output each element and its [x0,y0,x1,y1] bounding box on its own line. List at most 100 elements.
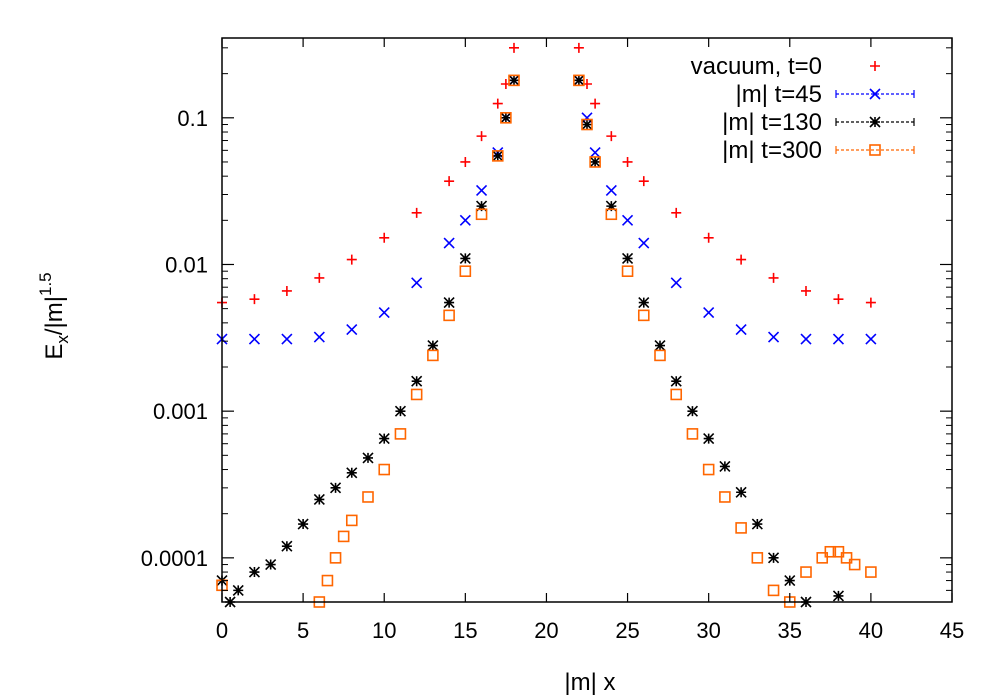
plus-marker [870,61,880,71]
data-point [475,208,488,221]
data-point [622,156,633,167]
star-marker [573,74,585,86]
data-point [249,294,260,305]
data-point [443,297,455,309]
star-marker [329,482,342,494]
data-point [459,265,472,277]
data-point [865,297,876,308]
star-marker [508,74,520,86]
data-point [346,467,358,479]
data-point [573,74,585,86]
data-point [460,156,471,167]
data-point [670,277,682,289]
data-point [605,200,617,212]
x-marker [670,277,682,289]
y-axis-title: Ex/|m|1.5 [36,272,72,359]
x-marker [443,237,455,249]
x-marker [832,333,845,345]
data-point [321,574,334,587]
plus-marker [492,98,503,109]
x-tick-label: 20 [534,618,558,643]
data-point [475,184,488,196]
square-marker [621,265,634,277]
plus-marker [444,176,455,187]
square-marker [394,428,407,440]
x-marker [281,333,293,345]
square-marker [475,208,488,221]
data-point [491,150,504,162]
square-marker [686,428,699,440]
x-tick-label: 45 [940,618,964,643]
data-point [346,324,358,336]
data-point [281,540,293,552]
data-point [869,116,881,128]
y-tick-label: 0.01 [165,252,208,277]
star-marker [281,540,293,552]
legend-label: vacuum, t=0 [691,53,822,80]
legend: vacuum, t=0|m| t=45|m| t=130|m| t=300 [691,53,915,164]
data-point [346,254,357,265]
data-point [703,232,714,243]
data-point [573,42,584,53]
data-point [589,146,601,159]
data-point [606,131,617,142]
x-marker [703,307,715,319]
data-point [581,118,593,131]
x-marker [800,333,812,345]
x-marker [869,88,881,100]
data-point [378,463,391,476]
data-point [816,552,829,564]
square-marker [670,388,683,401]
star-marker [475,200,488,212]
square-marker [589,156,601,168]
data-point [248,333,261,345]
square-marker [508,74,520,87]
square-marker [735,522,747,534]
data-point [281,285,292,296]
star-marker [703,433,715,445]
square-marker [500,112,512,124]
x-marker [735,324,747,336]
data-point [573,74,585,87]
y-tick-label: 0.1 [177,106,208,131]
x-axis-title: |m| x [564,669,615,696]
square-marker [459,265,472,277]
square-marker [767,584,780,597]
star-marker [427,340,439,352]
star-marker [670,375,682,387]
data-point [492,150,504,162]
plus-marker [573,42,584,53]
data-point [719,460,731,472]
square-marker [832,545,845,558]
star-marker [767,552,780,564]
square-marker [427,349,439,362]
data-point [869,144,881,156]
y-tick-label: 0.001 [153,399,208,424]
square-marker [848,558,861,571]
star-marker [719,460,731,472]
star-marker [784,575,796,587]
data-point [443,237,455,249]
data-point [767,584,780,597]
legend-label: |m| t=300 [722,137,822,164]
star-marker [654,340,666,352]
square-marker [362,491,374,503]
x-marker [767,331,780,343]
data-point [500,112,512,124]
data-point [736,254,747,265]
x-tick-label: 35 [778,618,802,643]
square-marker [605,208,618,221]
star-marker [394,405,407,417]
data-point [840,552,853,564]
star-marker [248,566,261,578]
data-point [314,272,325,283]
star-marker [500,112,512,124]
star-marker [313,493,325,506]
star-marker [362,452,374,464]
data-point [637,309,650,322]
data-point [589,156,601,168]
star-marker [265,558,277,571]
data-point [703,307,715,319]
plus-marker [460,156,471,167]
x-tick-label: 0 [216,618,228,643]
